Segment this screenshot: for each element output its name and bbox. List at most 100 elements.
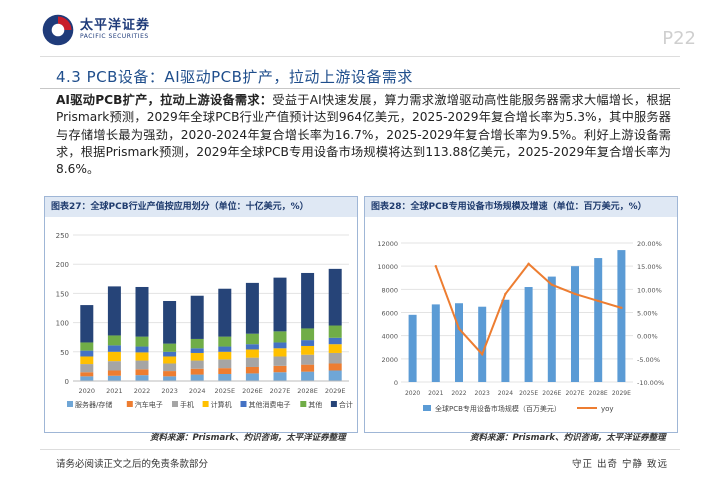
left-x-tick-label: 2024 <box>189 387 206 395</box>
left-legend-label: 合计 <box>339 400 353 409</box>
right-y-right-tick-label: 10.00% <box>637 286 662 294</box>
figure-28-title: 图表28：全球PCB专用设备市场规模及增速（单位：百万美元，%） <box>365 197 677 217</box>
left-x-tick-label: 2027E <box>270 387 291 395</box>
pcb-output-stacked-bar-chart: 0 50 100 150 200 250 2020 2021 2022 2023 2024 2025E… <box>56 232 353 409</box>
left-bar-segment <box>190 374 204 381</box>
footer-motto: 守正 出奇 宁静 致远 <box>571 459 668 470</box>
right-bar <box>408 314 417 382</box>
right-y-left-tick-label: 10000 <box>377 263 398 271</box>
left-bar-segment <box>245 373 259 381</box>
left-x-tick-label: 2025E <box>214 387 235 395</box>
left-bar-segment <box>218 359 232 369</box>
right-x-tick-label: 2026E <box>542 390 561 397</box>
figure-27-source: 资料来源：Prismark、灼识咨询，太平洋证券整理 <box>150 433 346 443</box>
left-bar-segment <box>273 331 287 343</box>
left-x-tick-label: 2021 <box>106 387 123 395</box>
right-bar <box>431 304 440 382</box>
left-legend-label: 其他消费电子 <box>249 400 291 409</box>
right-y-right-tick-label: 5.00% <box>637 310 658 318</box>
left-y-tick-label: 150 <box>56 290 69 298</box>
left-y-tick-label: 200 <box>56 261 69 269</box>
left-y-tick-label: 0 <box>65 378 69 386</box>
left-legend-label: 计算机 <box>211 400 232 409</box>
right-x-tick-label: 2024 <box>498 390 513 397</box>
left-bar-segment <box>190 368 204 375</box>
header-divider <box>40 56 680 57</box>
left-bar-segment <box>301 272 315 329</box>
left-bar-segment <box>190 352 204 361</box>
figure-27-panel: 图表27：全球PCB行业产值按应用划分（单位：十亿美元，%） 0 50 100 150… <box>44 196 358 433</box>
left-x-tick-label: 2026E <box>242 387 263 395</box>
right-yoy-point <box>481 353 484 356</box>
left-bar-segment <box>163 363 177 372</box>
left-legend-label: 汽车电子 <box>135 400 163 409</box>
right-y-right-tick-label: 20.00% <box>637 240 662 248</box>
right-bar <box>478 306 487 382</box>
left-bar-segment <box>80 305 94 343</box>
left-bar-segment <box>218 368 232 374</box>
left-bar-segment <box>273 372 287 381</box>
left-bar-segment <box>80 356 94 365</box>
right-bar <box>617 250 626 382</box>
left-bar-segment <box>107 335 121 346</box>
right-bar <box>524 287 533 382</box>
left-bar-segment <box>245 366 259 374</box>
left-bar-segment <box>163 300 177 344</box>
right-y-left-tick-label: 4000 <box>381 333 398 341</box>
right-x-tick-label: 2029E <box>612 390 631 397</box>
paragraph-body: 受益于AI快速发展，算力需求激增驱动高性能服务器需求大幅增长，根据Prismar… <box>56 93 671 177</box>
left-bar-segment <box>135 375 149 381</box>
footer-divider <box>40 449 680 450</box>
left-bar-segment <box>80 372 94 377</box>
left-bar-segment <box>135 286 149 337</box>
left-bar-segment <box>163 371 177 377</box>
left-bar-segment <box>135 352 149 361</box>
right-yoy-point <box>573 292 577 296</box>
left-bar-segment <box>273 365 287 373</box>
left-bar-segment <box>80 350 94 357</box>
logo-wedge-icon <box>58 16 72 30</box>
right-legend-line-label: yoy <box>601 405 614 413</box>
left-bar-segment <box>135 346 149 353</box>
left-bar-segment <box>328 370 342 381</box>
right-yoy-point <box>504 292 507 296</box>
right-bar <box>547 276 556 382</box>
right-y-left-tick-label: 12000 <box>377 240 398 248</box>
left-bar-segment <box>107 370 121 376</box>
left-bar-segment <box>135 336 149 347</box>
figure-28-panel: 图表28：全球PCB专用设备市场规模及增速（单位：百万美元，%） 0 2000 40… <box>364 196 678 433</box>
left-bar-segment <box>218 336 232 347</box>
left-bar-segment <box>273 356 287 366</box>
left-y-tick-label: 50 <box>60 349 69 357</box>
section-title: 4.3 PCB设备：AI驱动PCB扩产，拉动上游设备需求 <box>56 68 413 86</box>
left-bar-segment <box>328 352 342 364</box>
left-bar-segment <box>301 354 315 365</box>
left-legend-label: 服务器/存储 <box>75 400 112 409</box>
left-bar-segment <box>80 376 94 381</box>
left-legend-swatch <box>240 401 247 407</box>
right-y-left-tick-label: 6000 <box>381 310 398 318</box>
right-legend-bar-label: 全球PCB专用设备市场规模（百万美元） <box>435 404 561 413</box>
right-x-tick-label: 2023 <box>475 390 490 397</box>
left-bar-segment <box>163 356 177 364</box>
footer-disclaimer: 请务必阅读正文之后的免责条款部分 <box>56 459 209 470</box>
left-bar-segment <box>163 376 177 381</box>
right-yoy-point <box>434 264 437 268</box>
left-bar-segment <box>218 351 232 360</box>
left-bar-segment <box>273 277 287 332</box>
left-bar-segment <box>135 360 149 370</box>
left-bar-segment <box>328 363 342 371</box>
left-bar-segment <box>163 343 177 352</box>
left-bar-segment <box>218 288 232 337</box>
logo-inner-icon <box>51 23 65 37</box>
company-name-cn: 太平洋证券 <box>80 18 151 33</box>
left-bar-segment <box>107 375 121 381</box>
company-name-en: PACIFIC SECURITIES <box>80 33 149 40</box>
right-x-tick-label: 2021 <box>428 390 443 397</box>
left-bar-segment <box>328 344 342 353</box>
left-bar-segment <box>107 345 121 352</box>
right-x-tick-label: 2027E <box>565 390 584 397</box>
right-x-tick-label: 2025E <box>519 390 538 397</box>
left-bar-segment <box>190 295 204 339</box>
left-y-tick-label: 100 <box>56 320 69 328</box>
